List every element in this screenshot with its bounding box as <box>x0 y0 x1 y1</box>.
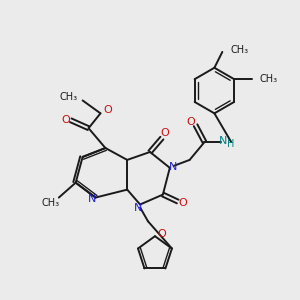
Text: O: O <box>160 128 169 138</box>
Text: O: O <box>103 105 112 116</box>
Text: CH₃: CH₃ <box>260 74 278 84</box>
Text: N: N <box>169 162 177 172</box>
Text: N: N <box>134 203 142 214</box>
Text: H: H <box>226 139 234 149</box>
Text: O: O <box>186 117 195 127</box>
Text: CH₃: CH₃ <box>60 92 78 103</box>
Text: N: N <box>88 194 97 203</box>
Text: CH₃: CH₃ <box>42 197 60 208</box>
Text: N: N <box>219 136 227 146</box>
Text: O: O <box>178 197 187 208</box>
Text: CH₃: CH₃ <box>230 45 248 55</box>
Text: O: O <box>158 229 166 239</box>
Text: O: O <box>61 115 70 125</box>
